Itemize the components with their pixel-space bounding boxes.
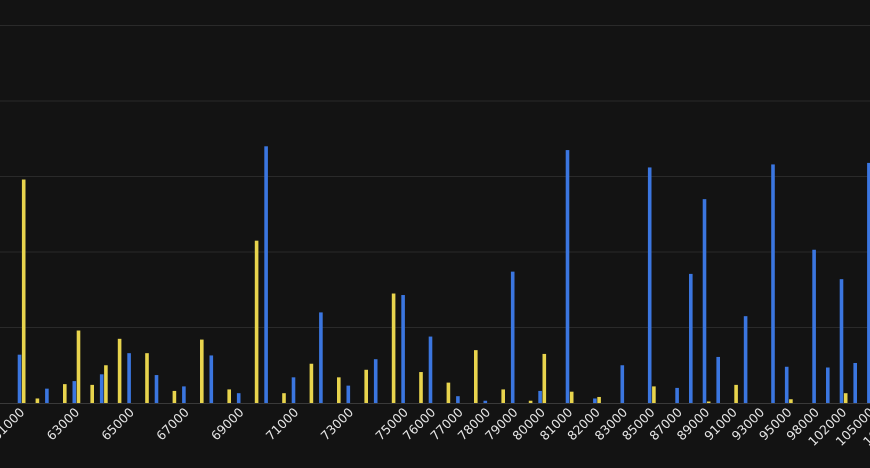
bar-series1-71000 [291, 377, 296, 403]
bar-series2-64000 [104, 365, 108, 403]
bar-series2-85000 [652, 386, 656, 403]
x-tick-labels: 6000061000630006500067000690007100073000… [0, 404, 870, 448]
bar-series2-102000 [843, 393, 848, 403]
bar-series1-74000 [373, 359, 378, 403]
bar-series2-66500 [172, 390, 177, 403]
bar-series1-94000 [771, 164, 775, 403]
bar-series1-75000 [401, 295, 405, 403]
bar-series1-98000 [812, 249, 816, 403]
bar-series1-102000 [839, 279, 844, 403]
grid-lines [0, 25, 870, 404]
bar-series2-89000 [706, 401, 711, 403]
bar-series2-68500 [227, 389, 231, 403]
bar-series1-90000 [716, 356, 720, 403]
bar-series1-70000 [264, 146, 268, 404]
bar-series1-105000 [867, 162, 870, 403]
bar-series1-80000 [538, 390, 542, 403]
bar-series1-88000 [689, 273, 693, 403]
bar-series2-61000 [21, 179, 26, 403]
bar-series1-76000 [428, 336, 433, 403]
bar-series1-89000 [702, 199, 707, 403]
bar-series2-73500 [364, 369, 368, 403]
bar-series1-77000 [456, 396, 460, 403]
bar-series1-66000 [154, 375, 159, 403]
bar-series1-68000 [209, 355, 214, 403]
bar-series2-61500 [35, 398, 40, 403]
bar-series1-67000 [182, 386, 186, 403]
bar-series2-78500 [501, 389, 505, 403]
bar-series1-62000 [45, 388, 49, 403]
x-tick-label-71000: 71000 [263, 404, 302, 443]
x-tick-label-65000: 65000 [98, 404, 137, 443]
x-tick-label-61000: 61000 [0, 404, 27, 443]
bar-series1-81000 [565, 150, 570, 403]
bar-series2-75500 [419, 372, 423, 403]
bar-series1-83000 [620, 365, 625, 403]
x-tick-label-73000: 73000 [317, 404, 356, 443]
bar-series2-79500 [528, 400, 533, 404]
bar-series2-95000 [789, 399, 793, 403]
bar-series2-81000 [569, 391, 574, 403]
x-tick-label-63000: 63000 [43, 404, 82, 443]
bars [17, 146, 870, 404]
bar-series1-72000 [319, 312, 323, 403]
bar-series1-78000 [483, 400, 488, 404]
bar-series2-71500 [309, 363, 314, 403]
bar-series2-76500 [446, 382, 451, 403]
bar-series2-91000 [734, 384, 738, 403]
x-tick-label-69000: 69000 [208, 404, 247, 443]
bar-series2-74500 [391, 293, 396, 403]
bar-series2-82000 [597, 396, 601, 403]
bar-series1-79000 [510, 271, 515, 403]
bar-series2-77500 [474, 350, 478, 403]
bar-series2-65500 [145, 353, 149, 403]
bar-series1-92000 [743, 316, 748, 404]
bar-series2-63000 [76, 330, 81, 403]
bar-series2-80000 [542, 353, 547, 403]
bar-series1-65000 [127, 353, 131, 403]
bar-series1-82000 [593, 398, 597, 403]
bar-series1-85000 [647, 167, 652, 403]
bar-series2-64500 [117, 338, 122, 403]
bar-series2-63500 [90, 384, 94, 403]
bar-series1-104000 [853, 362, 857, 404]
bar-series1-95000 [784, 366, 789, 403]
bar-series1-64000 [99, 374, 104, 403]
bar-series1-61000 [17, 354, 22, 403]
bar-series1-69000 [236, 393, 241, 403]
bar-series1-63000 [72, 381, 77, 403]
bar-series1-100000 [826, 367, 830, 403]
bar-series2-72500 [337, 377, 341, 403]
x-tick-label-67000: 67000 [153, 404, 192, 443]
bar-series1-73000 [346, 385, 351, 403]
bar-series2-62500 [63, 384, 67, 404]
bar-series1-87000 [675, 387, 679, 403]
bar-series2-69500 [254, 240, 259, 403]
bar-series2-67500 [200, 339, 204, 403]
bar-series2-70500 [282, 393, 286, 403]
